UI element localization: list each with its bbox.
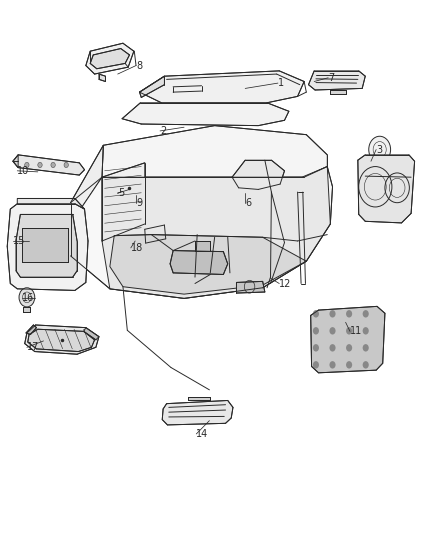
Polygon shape [23,307,30,312]
Circle shape [346,361,352,368]
Circle shape [363,327,369,335]
Polygon shape [99,74,106,82]
Circle shape [329,344,336,352]
Circle shape [346,310,352,318]
Polygon shape [308,71,365,90]
Circle shape [64,163,68,167]
Text: 3: 3 [376,144,382,155]
Circle shape [51,163,55,167]
Polygon shape [28,329,95,352]
Text: 6: 6 [245,198,251,208]
Circle shape [25,163,29,167]
Polygon shape [71,166,332,298]
Circle shape [363,361,369,368]
Circle shape [313,344,319,352]
Polygon shape [122,103,289,126]
Circle shape [19,288,35,307]
Text: 7: 7 [328,73,334,83]
Polygon shape [145,225,166,243]
Polygon shape [140,71,304,103]
Polygon shape [188,397,210,400]
Polygon shape [102,163,145,241]
Text: 16: 16 [21,293,34,303]
Polygon shape [170,251,228,274]
Circle shape [313,361,319,368]
Polygon shape [17,198,85,209]
Circle shape [369,136,391,163]
Polygon shape [16,214,77,277]
Text: 5: 5 [118,188,124,198]
Circle shape [313,327,319,335]
Circle shape [346,327,352,335]
Text: 2: 2 [160,126,166,136]
Circle shape [363,344,369,352]
Text: 11: 11 [350,326,362,336]
Circle shape [346,344,352,352]
Polygon shape [90,49,130,69]
Circle shape [313,310,319,318]
Polygon shape [84,328,99,340]
Text: 17: 17 [27,342,39,352]
Text: 15: 15 [13,236,25,246]
Polygon shape [25,325,99,354]
Polygon shape [311,306,385,373]
Circle shape [38,163,42,167]
Polygon shape [13,155,85,175]
Polygon shape [102,126,327,177]
Circle shape [329,361,336,368]
Polygon shape [162,400,233,425]
Text: 10: 10 [17,166,29,176]
Text: 8: 8 [136,61,142,70]
Polygon shape [7,204,88,290]
Polygon shape [71,146,103,224]
Polygon shape [26,325,36,335]
Polygon shape [237,281,265,293]
Polygon shape [102,166,330,298]
Polygon shape [358,155,415,223]
Polygon shape [195,241,210,251]
Polygon shape [232,160,285,189]
Polygon shape [21,228,68,262]
Text: 1: 1 [278,78,284,88]
Polygon shape [13,155,18,167]
Text: 18: 18 [131,243,143,253]
Text: 12: 12 [279,279,292,288]
Polygon shape [110,235,306,294]
Text: 9: 9 [136,198,142,208]
Polygon shape [330,90,346,94]
Text: 14: 14 [196,429,208,439]
Polygon shape [140,76,164,98]
Circle shape [363,310,369,318]
Circle shape [329,310,336,318]
Polygon shape [86,43,134,74]
Circle shape [329,327,336,335]
Circle shape [122,178,138,197]
